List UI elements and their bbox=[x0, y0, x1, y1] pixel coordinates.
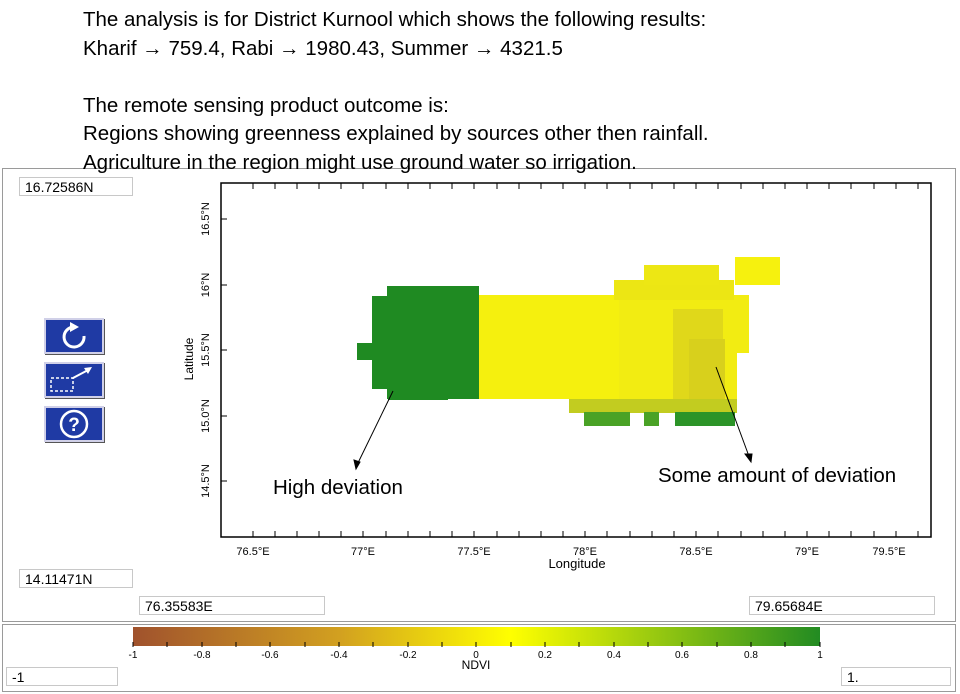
zoom-button[interactable] bbox=[44, 362, 104, 398]
header-line-4: Regions showing greenness explained by s… bbox=[83, 122, 709, 145]
season-rabi-label: Rabi bbox=[231, 37, 274, 60]
ndvi-south-strip bbox=[584, 412, 735, 426]
season-summer-label: Summer bbox=[390, 37, 469, 60]
legend-tick-label: -1 bbox=[129, 650, 138, 661]
legend-tick-label: -0.2 bbox=[399, 650, 417, 661]
ndvi-legend-panel: -1 -0.8 -0.6 -0.4 -0.2 0 0.2 0.4 0.6 0.8… bbox=[2, 624, 956, 692]
y-axis-label: Latitude bbox=[182, 337, 196, 380]
header-line-2: Kharif → 759.4, Rabi → 1980.43, Summer →… bbox=[83, 37, 563, 60]
y-tick-label: 14.5°N bbox=[200, 464, 212, 498]
legend-tick-label: 0.6 bbox=[675, 650, 689, 661]
arrow-right-icon: → bbox=[473, 37, 495, 60]
y-tick-label: 16.5°N bbox=[200, 202, 212, 236]
x-tick-label: 79.5°E bbox=[872, 546, 905, 558]
y-tick-label: 16°N bbox=[200, 273, 212, 298]
ndvi-colorbar: -1 -0.8 -0.6 -0.4 -0.2 0 0.2 0.4 0.6 0.8… bbox=[129, 627, 823, 672]
svg-text:?: ? bbox=[68, 415, 80, 436]
zoom-arrow-icon bbox=[50, 367, 92, 392]
lon-min-field[interactable]: 76.35583E bbox=[139, 596, 325, 615]
legend-tick-label: 1 bbox=[817, 650, 823, 661]
lat-max-field[interactable]: 16.72586N bbox=[19, 177, 133, 196]
lon-max-field[interactable]: 79.65684E bbox=[749, 596, 935, 615]
arrow-right-icon: → bbox=[142, 37, 163, 60]
left-axis-ticks bbox=[221, 218, 227, 482]
header-line-1: The analysis is for District Kurnool whi… bbox=[83, 8, 707, 31]
map-plot: 76.5°E 77°E 77.5°E 78°E 78.5°E 79°E 79.5… bbox=[182, 182, 932, 571]
legend-tick-label: -0.8 bbox=[193, 650, 211, 661]
legend-tick-label: 0.2 bbox=[538, 650, 552, 661]
legend-tick-label: -0.4 bbox=[330, 650, 348, 661]
legend-tick-label: -0.6 bbox=[261, 650, 279, 661]
header-line-5: Agriculture in the region might use grou… bbox=[83, 151, 637, 174]
x-tick-label: 76.5°E bbox=[236, 546, 269, 558]
refresh-icon bbox=[62, 322, 86, 349]
reset-view-button[interactable] bbox=[44, 318, 104, 354]
map-panel: 16.72586N 14.11471N 76.35583E 79.65684E … bbox=[2, 168, 956, 622]
help-button[interactable]: ? bbox=[44, 406, 104, 442]
annotation-high-deviation: High deviation bbox=[273, 476, 403, 499]
annotation-some-deviation: Some amount of deviation bbox=[658, 464, 897, 487]
x-tick-label: 77°E bbox=[351, 546, 375, 558]
annotation-arrow-left bbox=[353, 390, 394, 471]
arrow-right-icon: → bbox=[279, 37, 300, 60]
legend-min-field[interactable]: -1 bbox=[6, 667, 118, 686]
x-axis-label: Longitude bbox=[548, 556, 605, 571]
y-tick-label: 15.0°N bbox=[200, 399, 212, 433]
legend-ticks bbox=[132, 642, 821, 647]
top-axis-ticks bbox=[252, 183, 919, 189]
y-tick-label: 15.5°N bbox=[200, 333, 212, 367]
x-tick-label: 77.5°E bbox=[457, 546, 490, 558]
season-summer-value: 4321.5 bbox=[500, 37, 563, 60]
season-kharif-value: 759.4 bbox=[168, 37, 220, 60]
legend-tick-label: 0.8 bbox=[744, 650, 758, 661]
season-kharif-label: Kharif bbox=[83, 37, 137, 60]
legend-tick-label: 0.4 bbox=[607, 650, 621, 661]
help-icon: ? bbox=[59, 409, 89, 439]
season-rabi-value: 1980.43 bbox=[305, 37, 380, 60]
ndvi-some-deviation-region bbox=[479, 257, 780, 413]
ndvi-high-deviation-region bbox=[357, 286, 479, 400]
header-line-3: The remote sensing product outcome is: bbox=[83, 94, 449, 117]
legend-max-field[interactable]: 1. bbox=[841, 667, 951, 686]
x-tick-label: 79°E bbox=[795, 546, 819, 558]
legend-tick-label: 0 bbox=[473, 650, 479, 661]
x-tick-label: 78°E bbox=[573, 546, 597, 558]
x-tick-label: 78.5°E bbox=[679, 546, 712, 558]
ndvi-gradient-bar bbox=[133, 627, 820, 646]
lat-min-field[interactable]: 14.11471N bbox=[19, 569, 133, 588]
bottom-axis-ticks bbox=[252, 531, 919, 537]
annotation-arrow-right bbox=[715, 366, 753, 464]
legend-title: NDVI bbox=[462, 658, 491, 672]
